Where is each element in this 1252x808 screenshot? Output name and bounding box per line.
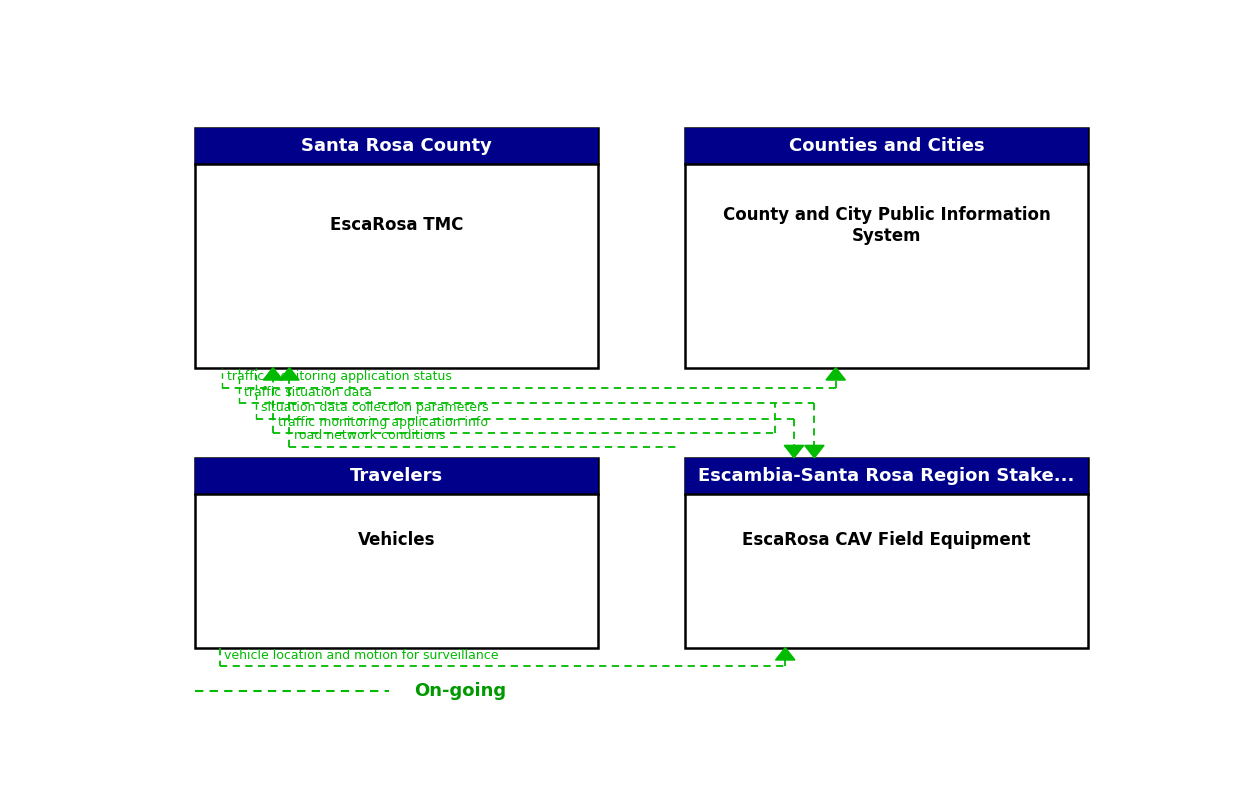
Polygon shape [805,445,824,458]
Text: County and City Public Information
System: County and City Public Information Syste… [722,206,1050,245]
Bar [685,128,1088,164]
Text: traffic monitoring application info: traffic monitoring application info [278,415,488,428]
Bar [685,128,1088,368]
Text: Escambia-Santa Rosa Region Stake...: Escambia-Santa Rosa Region Stake... [699,467,1074,485]
Text: Counties and Cities: Counties and Cities [789,137,984,155]
Bar [685,458,1088,494]
Bar [195,128,598,164]
Bar [195,128,598,368]
Text: EscaRosa CAV Field Equipment: EscaRosa CAV Field Equipment [742,531,1030,549]
Text: Santa Rosa County: Santa Rosa County [302,137,492,155]
Polygon shape [263,368,283,380]
Polygon shape [826,368,845,380]
Text: vehicle location and motion for surveillance: vehicle location and motion for surveill… [224,649,498,662]
Bar [195,458,598,647]
Polygon shape [279,368,299,380]
Bar [195,458,598,494]
Polygon shape [784,445,804,458]
Text: traffic situation data: traffic situation data [244,385,372,398]
Bar [685,458,1088,647]
Text: Vehicles: Vehicles [358,531,436,549]
Text: On-going: On-going [413,682,506,700]
Text: EscaRosa TMC: EscaRosa TMC [331,217,463,234]
Text: road network conditions: road network conditions [294,429,446,442]
Polygon shape [775,647,795,660]
Text: traffic monitoring application status: traffic monitoring application status [228,370,452,383]
Text: Travelers: Travelers [351,467,443,485]
Text: situation data collection parameters: situation data collection parameters [262,402,490,415]
